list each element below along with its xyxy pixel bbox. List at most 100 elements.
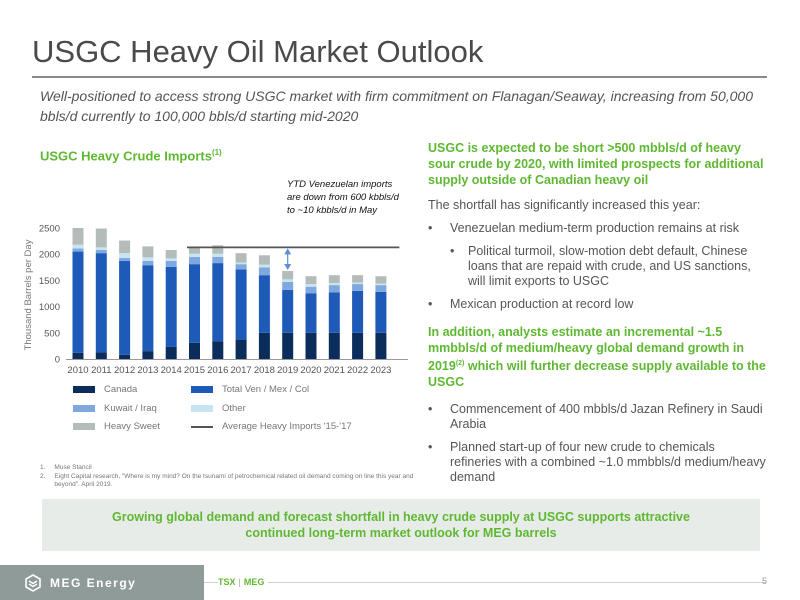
bar-segment bbox=[95, 247, 107, 251]
x-tick-label: 2018 bbox=[254, 365, 275, 376]
x-tick-label: 2021 bbox=[324, 365, 345, 376]
bar-segment bbox=[282, 332, 294, 359]
bar-segment bbox=[352, 284, 364, 291]
legend-swatch bbox=[73, 386, 95, 393]
bar-segment bbox=[72, 248, 84, 252]
bar-segment bbox=[282, 281, 294, 290]
bar-segment bbox=[305, 284, 317, 287]
bar-segment bbox=[165, 266, 177, 347]
bar-segment bbox=[328, 283, 340, 286]
legend-item-average: Average Heavy Imports '15-'17 bbox=[191, 421, 352, 432]
bar-segment bbox=[282, 279, 294, 282]
bullet-item: Venezuelan medium-term production remain… bbox=[428, 221, 768, 236]
bar-segment bbox=[95, 352, 107, 359]
bar-segment bbox=[328, 292, 340, 333]
bar-segment bbox=[189, 256, 200, 265]
bar-segment bbox=[328, 332, 340, 359]
x-tick-label: 2020 bbox=[300, 365, 321, 376]
bar-segment bbox=[235, 264, 247, 270]
bar-segment bbox=[72, 251, 84, 353]
bar-segment bbox=[235, 253, 247, 263]
footnotes: 1. Muse Stancil 2. Eight Capital research,… bbox=[40, 464, 440, 490]
bar-segment bbox=[352, 332, 364, 359]
x-tick-label: 2019 bbox=[277, 365, 298, 376]
legend-swatch bbox=[73, 405, 95, 412]
bar-segment bbox=[72, 244, 84, 249]
key-message-callout: Growing global demand and forecast short… bbox=[42, 499, 760, 551]
bar-segment bbox=[142, 351, 154, 359]
legend-label: Canada bbox=[104, 384, 138, 395]
y-tick-label: 2000 bbox=[39, 250, 60, 261]
legend-label: Average Heavy Imports '15-'17 bbox=[222, 421, 352, 432]
bar-segment bbox=[305, 286, 317, 294]
bar-segment bbox=[142, 265, 154, 352]
bar-segment bbox=[258, 267, 270, 276]
bar-segment bbox=[95, 250, 107, 254]
y-axis-label: Thousand Barrels per Day bbox=[23, 239, 34, 350]
bar-segment bbox=[282, 289, 294, 333]
x-tick-label: 2017 bbox=[231, 365, 252, 376]
legend-item-canada: Canada bbox=[73, 384, 137, 395]
legend-swatch bbox=[191, 425, 213, 428]
bar-segment bbox=[258, 255, 270, 265]
y-tick-label: 2500 bbox=[39, 224, 60, 235]
x-tick-label: 2023 bbox=[370, 365, 391, 376]
bar-segment bbox=[352, 290, 364, 333]
bar-segment bbox=[282, 270, 294, 280]
bar-segment bbox=[165, 346, 177, 359]
bar-segment bbox=[119, 240, 131, 254]
meg-logo-icon bbox=[25, 573, 41, 592]
chart-title: USGC Heavy Crude Imports(1) bbox=[40, 148, 222, 164]
bar-segment bbox=[235, 269, 247, 340]
annotation-arrow-head-up bbox=[284, 248, 292, 255]
bar-segment bbox=[305, 332, 317, 359]
bar-segment bbox=[305, 293, 317, 333]
bar-segment bbox=[142, 261, 154, 266]
footnote: 2. Eight Capital research, "Where is my m… bbox=[40, 472, 414, 489]
bar-segment bbox=[165, 250, 177, 259]
commentary-text: The shortfall has significantly increase… bbox=[428, 198, 701, 212]
bar-segment bbox=[258, 275, 270, 333]
page-subtitle: Well-positioned to access strong USGC ma… bbox=[40, 88, 754, 124]
bar-segment bbox=[142, 257, 154, 262]
bar-segment bbox=[72, 352, 84, 359]
bar-segment bbox=[235, 262, 247, 265]
bar-segment bbox=[119, 354, 131, 359]
y-tick-label: 0 bbox=[55, 355, 60, 366]
bar-segment bbox=[375, 276, 387, 284]
legend-swatch bbox=[191, 386, 213, 393]
bar-segment bbox=[119, 261, 131, 355]
legend-item-other: Other bbox=[191, 403, 246, 414]
title-divider bbox=[32, 76, 767, 78]
y-tick-label: 1500 bbox=[39, 276, 60, 287]
legend-swatch bbox=[73, 423, 95, 430]
page-title: USGC Heavy Oil Market Outlook bbox=[32, 34, 484, 69]
footnote-ref: (2) bbox=[455, 360, 465, 367]
bar-segment bbox=[305, 276, 317, 285]
bar-segment bbox=[375, 332, 387, 359]
x-tick-label: 2016 bbox=[207, 365, 228, 376]
company-logo: MEG Energy bbox=[0, 565, 204, 600]
x-tick-label: 2015 bbox=[184, 365, 205, 376]
bar-segment bbox=[375, 283, 387, 286]
commentary-heading: In addition, analysts estimate an increm… bbox=[428, 325, 766, 390]
bar-segment bbox=[165, 258, 177, 262]
bar-segment bbox=[328, 275, 340, 284]
footnote: 1. Muse Stancil bbox=[40, 464, 92, 471]
chart-annotation: YTD Venezuelan imports are down from 600… bbox=[287, 179, 399, 216]
bullet-item: Commencement of 400 mbbls/d Jazan Refine… bbox=[428, 402, 768, 432]
legend-label: Kuwait / Iraq bbox=[104, 403, 157, 414]
bullet-item: Planned start-up of four new crude to ch… bbox=[428, 440, 768, 485]
sub-bullet-item: Political turmoil, slow-motion debt defa… bbox=[428, 244, 768, 289]
bar-segment bbox=[375, 291, 387, 333]
ticker-label: TSX | MEG bbox=[218, 577, 269, 587]
commentary-panel: USGC is expected to be short >500 mbbls/… bbox=[428, 140, 768, 485]
legend-item-kuwait: Kuwait / Iraq bbox=[73, 403, 157, 414]
footer-divider bbox=[204, 582, 766, 583]
logo-text: MEG Energy bbox=[50, 575, 137, 590]
annotation-arrow-head-down bbox=[284, 263, 292, 270]
x-tick-label: 2011 bbox=[91, 365, 111, 376]
bar-segment bbox=[72, 228, 84, 245]
bar-segment bbox=[258, 264, 270, 268]
x-tick-label: 2022 bbox=[347, 365, 368, 376]
